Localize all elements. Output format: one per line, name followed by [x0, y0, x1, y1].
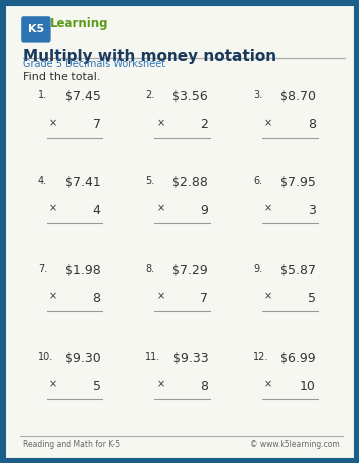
Text: $7.45: $7.45 [65, 90, 101, 103]
Text: ×: × [264, 380, 272, 390]
Text: ×: × [156, 292, 164, 302]
Text: 7: 7 [200, 292, 208, 305]
Text: $1.98: $1.98 [65, 264, 101, 277]
Text: 1.: 1. [38, 90, 47, 100]
Text: 7.: 7. [38, 264, 47, 274]
Text: $7.95: $7.95 [280, 176, 316, 189]
Text: $9.30: $9.30 [65, 352, 101, 365]
Text: 4.: 4. [38, 176, 47, 186]
Text: 2.: 2. [145, 90, 155, 100]
Text: $5.87: $5.87 [280, 264, 316, 277]
Text: $9.33: $9.33 [173, 352, 208, 365]
Text: © www.k5learning.com: © www.k5learning.com [250, 440, 339, 449]
Text: 8: 8 [200, 380, 208, 393]
Text: $6.99: $6.99 [280, 352, 316, 365]
Text: ×: × [48, 292, 57, 302]
Text: 3: 3 [308, 204, 316, 217]
Text: ×: × [156, 380, 164, 390]
Text: Learning: Learning [50, 17, 109, 30]
Text: 2: 2 [200, 118, 208, 131]
Text: 5.: 5. [145, 176, 155, 186]
Text: K5: K5 [28, 24, 44, 34]
Text: 5: 5 [308, 292, 316, 305]
Text: $7.29: $7.29 [172, 264, 208, 277]
Text: Reading and Math for K-5: Reading and Math for K-5 [23, 440, 121, 449]
Text: ×: × [48, 204, 57, 214]
Text: Multiply with money notation: Multiply with money notation [23, 49, 276, 63]
Text: ×: × [264, 118, 272, 128]
FancyBboxPatch shape [21, 16, 51, 43]
Text: 10.: 10. [38, 352, 53, 362]
Text: 5: 5 [93, 380, 101, 393]
Text: 9: 9 [200, 204, 208, 217]
Text: ×: × [48, 118, 57, 128]
Text: $2.88: $2.88 [172, 176, 208, 189]
Text: ×: × [156, 118, 164, 128]
Text: 9.: 9. [253, 264, 262, 274]
Text: $3.56: $3.56 [172, 90, 208, 103]
Text: 3.: 3. [253, 90, 262, 100]
Text: 12.: 12. [253, 352, 269, 362]
Text: Grade 5 Decimals Worksheet: Grade 5 Decimals Worksheet [23, 59, 165, 69]
Text: 10: 10 [300, 380, 316, 393]
Text: 6.: 6. [253, 176, 262, 186]
Text: ×: × [48, 380, 57, 390]
Text: ×: × [264, 204, 272, 214]
Text: $7.41: $7.41 [65, 176, 101, 189]
Text: ×: × [264, 292, 272, 302]
Text: Find the total.: Find the total. [23, 72, 101, 82]
Text: $8.70: $8.70 [280, 90, 316, 103]
Text: 4: 4 [93, 204, 101, 217]
Text: ×: × [156, 204, 164, 214]
Text: 8: 8 [93, 292, 101, 305]
Text: 7: 7 [93, 118, 101, 131]
Text: 8: 8 [308, 118, 316, 131]
Text: 11.: 11. [145, 352, 160, 362]
Text: 8.: 8. [145, 264, 154, 274]
